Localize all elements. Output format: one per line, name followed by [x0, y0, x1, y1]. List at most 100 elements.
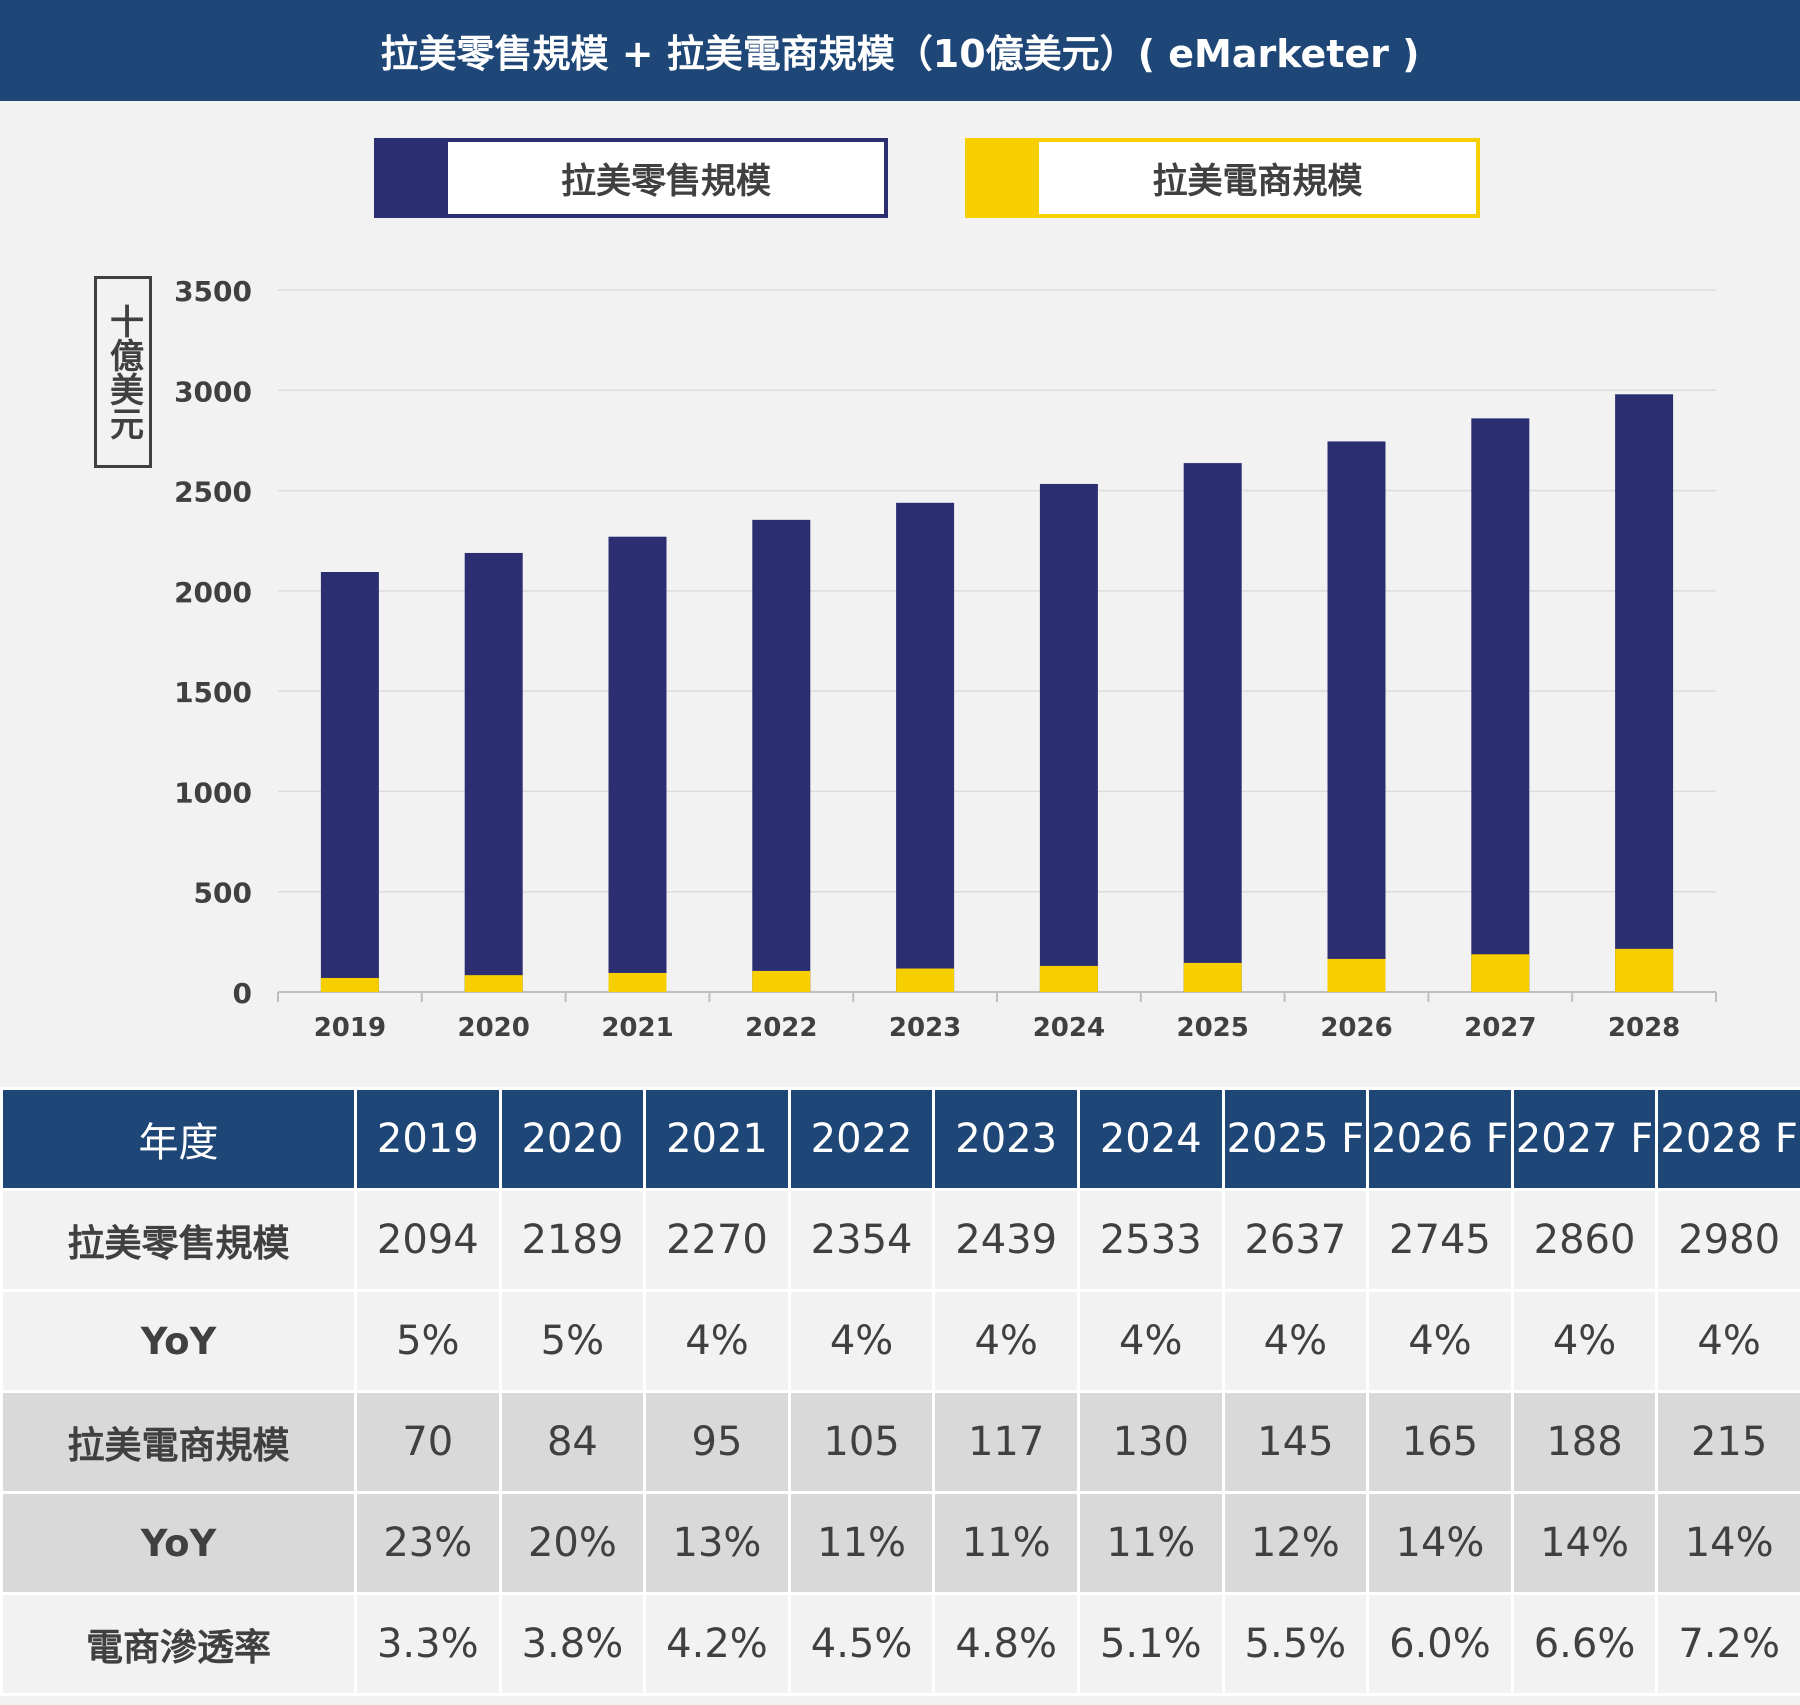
bar-retail-2022: [752, 519, 811, 992]
table-header-row: 年度 2019 2020 2021 2022 2023 2024 2025 F 2026 F 20…: [0, 1087, 1800, 1191]
x-tick-label: 2020: [458, 1013, 530, 1043]
table-row: 拉美電商規模 70 84 95 105 117 130 145 165 188 215: [0, 1390, 1800, 1494]
table-cell: 5%: [354, 1289, 502, 1393]
y-tick-label: 1000: [174, 776, 252, 809]
table-cell: 2094: [354, 1188, 502, 1292]
table-cell: 14%: [1655, 1491, 1800, 1595]
table-cell: 11%: [787, 1491, 936, 1595]
table-cell: 20%: [498, 1491, 647, 1595]
table-cell: 2533: [1076, 1188, 1225, 1292]
table-cell: 2270: [643, 1188, 791, 1292]
header-year: 2023: [932, 1087, 1080, 1191]
table-cell: 7.2%: [1655, 1592, 1800, 1696]
bar-ecommerce-2023: [896, 968, 955, 992]
header-year: 2022: [787, 1087, 936, 1191]
x-tick-label: 2027: [1464, 1013, 1536, 1043]
table-cell: 2439: [932, 1188, 1080, 1292]
table-cell: 117: [932, 1390, 1080, 1494]
data-table: 年度 2019 2020 2021 2022 2023 2024 2025 F 2026 F 20…: [0, 1087, 1800, 1696]
bar-ecommerce-2027: [1471, 954, 1530, 992]
row-label: 拉美零售規模: [0, 1188, 357, 1292]
y-tick-label: 500: [194, 877, 252, 910]
table-cell: 84: [498, 1390, 647, 1494]
row-label: 電商滲透率: [0, 1592, 357, 1696]
table-row: YoY 5% 5% 4% 4% 4% 4% 4% 4% 4% 4%: [0, 1289, 1800, 1393]
table-cell: 13%: [643, 1491, 791, 1595]
legend-item-ecommerce: 拉美電商規模: [965, 138, 1480, 218]
table-cell: 4.2%: [643, 1592, 791, 1696]
table-cell: 14%: [1366, 1491, 1514, 1595]
header-year: 2025 F: [1221, 1087, 1370, 1191]
x-tick-label: 2025: [1177, 1013, 1249, 1043]
table-cell: 11%: [1076, 1491, 1225, 1595]
y-tick-label: 2000: [174, 576, 252, 609]
header-year: 2027 F: [1510, 1087, 1659, 1191]
table-cell: 4%: [1366, 1289, 1514, 1393]
table-cell: 5.1%: [1076, 1592, 1225, 1696]
header-year: 2019: [354, 1087, 502, 1191]
bar-chart: 0 500 1000 1500 2000 2500 3000 3500 2019 2020 2021…: [174, 275, 1717, 1043]
bar-retail-2020: [464, 552, 523, 992]
table-cell: 4%: [932, 1289, 1080, 1393]
chart-title: 拉美零售規模 + 拉美電商規模（10億美元）( eMarketer ): [0, 0, 1800, 101]
bar-ecommerce-2025: [1183, 962, 1242, 992]
row-label: 拉美電商規模: [0, 1390, 357, 1494]
x-tick-label: 2023: [889, 1013, 961, 1043]
table-cell: 130: [1076, 1390, 1225, 1494]
row-label: YoY: [0, 1289, 357, 1393]
table-cell: 70: [354, 1390, 502, 1494]
bar-retail-2023: [896, 502, 955, 992]
bar-ecommerce-2024: [1039, 965, 1098, 992]
table-cell: 2745: [1366, 1188, 1514, 1292]
table-cell: 2189: [498, 1188, 647, 1292]
table-cell: 2354: [787, 1188, 936, 1292]
legend-item-retail: 拉美零售規模: [374, 138, 888, 218]
x-tick-label: 2022: [745, 1013, 817, 1043]
y-tick-label: 1500: [174, 676, 252, 709]
header-year: 2024: [1076, 1087, 1225, 1191]
table-cell: 3.3%: [354, 1592, 502, 1696]
table-cell: 4%: [1076, 1289, 1225, 1393]
bar-retail-2026: [1327, 441, 1386, 993]
table-cell: 12%: [1221, 1491, 1370, 1595]
header-year: 2028 F: [1655, 1087, 1800, 1191]
header-year-label: 年度: [0, 1087, 357, 1191]
header-year: 2026 F: [1366, 1087, 1514, 1191]
row-label: YoY: [0, 1491, 357, 1595]
header-year: 2020: [498, 1087, 647, 1191]
table-cell: 2980: [1655, 1188, 1800, 1292]
bar-retail-2028: [1615, 394, 1674, 993]
bar-retail-2027: [1471, 418, 1530, 992]
y-tick-label: 2500: [174, 476, 252, 509]
table-cell: 3.8%: [498, 1592, 647, 1696]
table-cell: 2860: [1510, 1188, 1659, 1292]
table-cell: 215: [1655, 1390, 1800, 1494]
bar-ecommerce-2020: [464, 975, 523, 992]
y-tick-label: 3500: [174, 275, 252, 308]
table-cell: 23%: [354, 1491, 502, 1595]
table-cell: 14%: [1510, 1491, 1659, 1595]
x-tick-label: 2026: [1320, 1013, 1392, 1043]
table-cell: 2637: [1221, 1188, 1370, 1292]
bar-retail-2025: [1183, 463, 1242, 992]
x-tick-label: 2021: [601, 1013, 673, 1043]
table-cell: 4%: [643, 1289, 791, 1393]
table-cell: 4.5%: [787, 1592, 936, 1696]
bar-ecommerce-2022: [752, 970, 811, 992]
table-row: 拉美零售規模 2094 2189 2270 2354 2439 2533 2637 2745 28…: [0, 1188, 1800, 1292]
bar-retail-2021: [608, 536, 667, 992]
table-cell: 6.6%: [1510, 1592, 1659, 1696]
y-tick-label: 3000: [174, 375, 252, 408]
bar-ecommerce-2028: [1615, 948, 1674, 992]
legend-label-retail: 拉美零售規模: [560, 161, 771, 202]
legend-swatch-ecommerce: [969, 142, 1039, 214]
y-axis-unit-label: 十億美元: [94, 276, 152, 468]
table-row: YoY 23% 20% 13% 11% 11% 11% 12% 14% 14% 14%: [0, 1491, 1800, 1595]
legend-swatch-retail: [378, 142, 448, 214]
table-cell: 105: [787, 1390, 936, 1494]
bar-ecommerce-2021: [608, 972, 667, 992]
legend-label-ecommerce: 拉美電商規模: [1152, 161, 1363, 202]
table-cell: 5%: [498, 1289, 647, 1393]
table-cell: 6.0%: [1366, 1592, 1514, 1696]
x-tick-label: 2024: [1033, 1013, 1105, 1043]
